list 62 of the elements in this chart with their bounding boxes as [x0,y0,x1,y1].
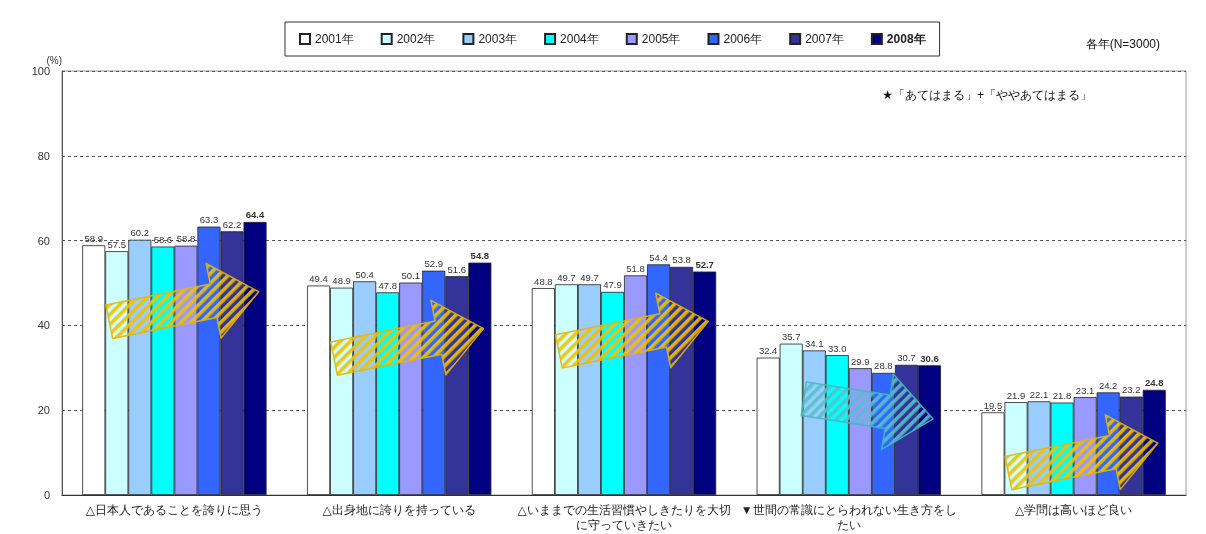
y-tick-label: 80 [37,149,50,162]
data-label: 58.8 [176,233,196,245]
data-label: 24.2 [1098,379,1118,391]
data-label: 19.5 [983,399,1003,411]
x-tick-label: △出身地に誇りを持っている [322,502,476,517]
data-label: 54.4 [649,251,668,263]
y-axis-title: (%) [46,55,62,67]
data-label: 34.1 [804,337,824,349]
data-label: 32.4 [758,345,778,357]
text: 各年(N=3000) [1085,37,1161,51]
x-tick-label: △日本人であることを誇りに思う [85,502,264,517]
data-label: 50.1 [401,270,420,282]
data-label: 47.8 [378,279,397,291]
data-label: 21.8 [1052,390,1072,402]
data-label: 47.9 [603,279,622,291]
data-label: 53.8 [672,254,691,266]
data-label: 54.8 [470,250,490,262]
data-label: 23.1 [1075,384,1095,396]
data-label: 60.2 [130,227,150,239]
x-tick-label: △いままでの生活習慣やしきたりを大切に守っていきたい [517,502,731,532]
data-label: 52.9 [424,258,444,270]
legend-label: 2002年 [396,32,436,46]
data-label: 24.8 [1145,377,1164,389]
data-label: 51.6 [447,263,467,275]
data-label: 49.7 [580,271,599,283]
data-label: 30.7 [897,352,916,364]
legend-label: 2007年 [805,32,844,46]
data-label: 22.1 [1029,388,1049,400]
data-label: 58.6 [153,234,173,246]
data-label: 50.4 [355,268,374,280]
data-label: 49.4 [309,273,328,285]
data-label: 63.3 [199,214,219,226]
data-label: 52.7 [695,259,714,271]
data-label: 57.5 [107,238,127,250]
data-label: 30.6 [920,352,939,364]
annotation: ★「あてはまる」+「ややあてはまる」 [882,88,1092,102]
legend-label: 2003年 [478,32,518,46]
legend-label: 2008年 [886,32,926,46]
data-label: 23.2 [1121,384,1141,396]
y-tick-label: 100 [31,65,50,77]
legend-label: 2004年 [560,32,599,46]
data-label: 49.7 [557,271,576,283]
y-tick-label: 40 [37,319,50,332]
y-tick-label: 0 [43,489,50,501]
x-tick-label: ▼世間の常識にとらわれない生き方をしたい [740,502,957,532]
data-label: 64.4 [245,209,265,221]
legend-label: 2006年 [723,32,763,46]
legend-label: 2005年 [641,32,681,46]
data-label: 35.7 [781,331,801,343]
data-label: 33.0 [828,342,847,354]
data-label: 29.9 [851,355,870,367]
y-tick-label: 60 [37,234,50,247]
data-label: 48.8 [534,275,553,287]
x-tick-label: △学問は高いほど良い [1014,502,1133,517]
data-label: 62.2 [222,218,242,230]
data-label: 21.9 [1006,389,1026,401]
legend-label: 2001年 [315,32,354,46]
data-label: 51.8 [626,262,645,274]
data-label: 48.9 [332,275,351,287]
data-label: 28.8 [874,360,893,372]
y-tick-label: 20 [37,404,50,417]
data-label: 58.9 [84,232,103,244]
